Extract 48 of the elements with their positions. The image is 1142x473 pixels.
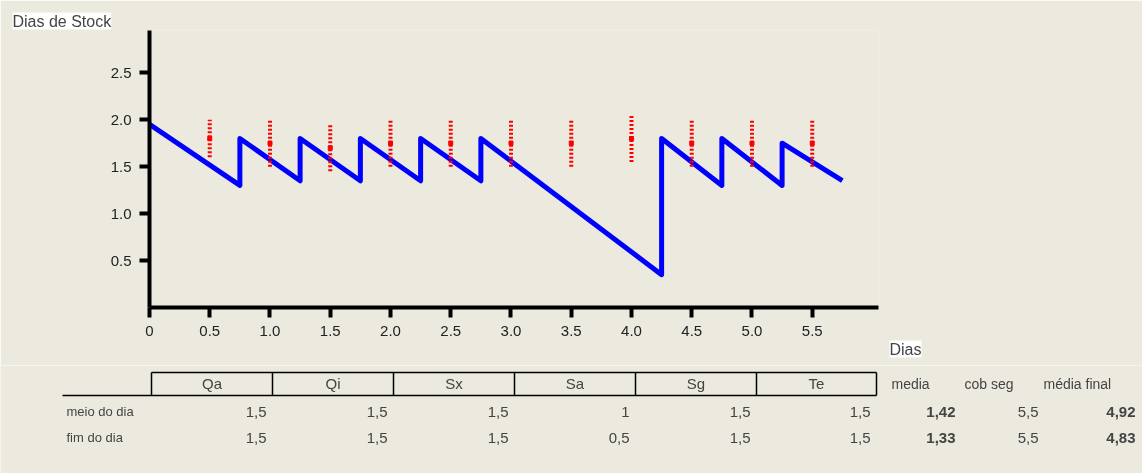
text: 5,5 xyxy=(1017,428,1039,446)
text: media xyxy=(891,375,930,392)
text: 1,5 xyxy=(245,428,267,446)
text: 1 xyxy=(621,402,630,420)
y-tick-label: 0.5 xyxy=(110,251,132,269)
x-tick-label: 0.5 xyxy=(199,321,221,339)
x-tick-label: 1.0 xyxy=(259,321,281,339)
text: fim do dia xyxy=(66,430,124,445)
text: 1,5 xyxy=(487,402,509,420)
y-tick-label: 2.5 xyxy=(110,63,132,81)
x-tick-label: 4.5 xyxy=(681,321,703,339)
text: Sg xyxy=(686,375,706,392)
x-tick-label: 3.5 xyxy=(560,321,582,339)
text: Te xyxy=(808,375,825,392)
text: cob seg xyxy=(964,375,1014,392)
text: Sx xyxy=(445,375,464,392)
y-tick-label: 1.0 xyxy=(110,204,132,222)
text: 4,92 xyxy=(1106,402,1136,420)
text: 1,33 xyxy=(926,428,956,446)
x-tick-label: 5.5 xyxy=(801,321,823,339)
y-axis-title: Dias de Stock xyxy=(12,12,113,30)
text: 1,5 xyxy=(245,402,267,420)
text: Sa xyxy=(565,375,585,392)
text: 1,5 xyxy=(366,428,388,446)
x-tick-label: 2.5 xyxy=(440,321,462,339)
text: Qa xyxy=(202,375,223,392)
x-tick-label: 4.0 xyxy=(621,321,642,339)
y-tick-label: 2.0 xyxy=(110,110,132,128)
text: 4,83 xyxy=(1106,428,1136,446)
x-axis-title: Dias xyxy=(889,340,922,358)
x-tick-label: 1.5 xyxy=(319,321,341,339)
text: Qi xyxy=(325,375,341,392)
text: meio do dia xyxy=(66,404,135,419)
text: 5,5 xyxy=(1017,402,1039,420)
text: 1,5 xyxy=(729,428,751,446)
text: 1,5 xyxy=(849,428,871,446)
text: 1,5 xyxy=(487,428,509,446)
x-tick-label: 3.0 xyxy=(500,321,522,339)
text: 1,42 xyxy=(926,402,956,420)
text: 0,5 xyxy=(608,428,630,446)
text: 1,5 xyxy=(729,402,751,420)
x-tick-label: 2.0 xyxy=(380,321,401,339)
x-tick-label: 0 xyxy=(145,321,154,339)
x-tick-label: 5.0 xyxy=(741,321,763,339)
text: 1,5 xyxy=(366,402,388,420)
y-tick-label: 1.5 xyxy=(110,157,132,175)
text: média final xyxy=(1043,375,1112,392)
text: 1,5 xyxy=(849,402,871,420)
